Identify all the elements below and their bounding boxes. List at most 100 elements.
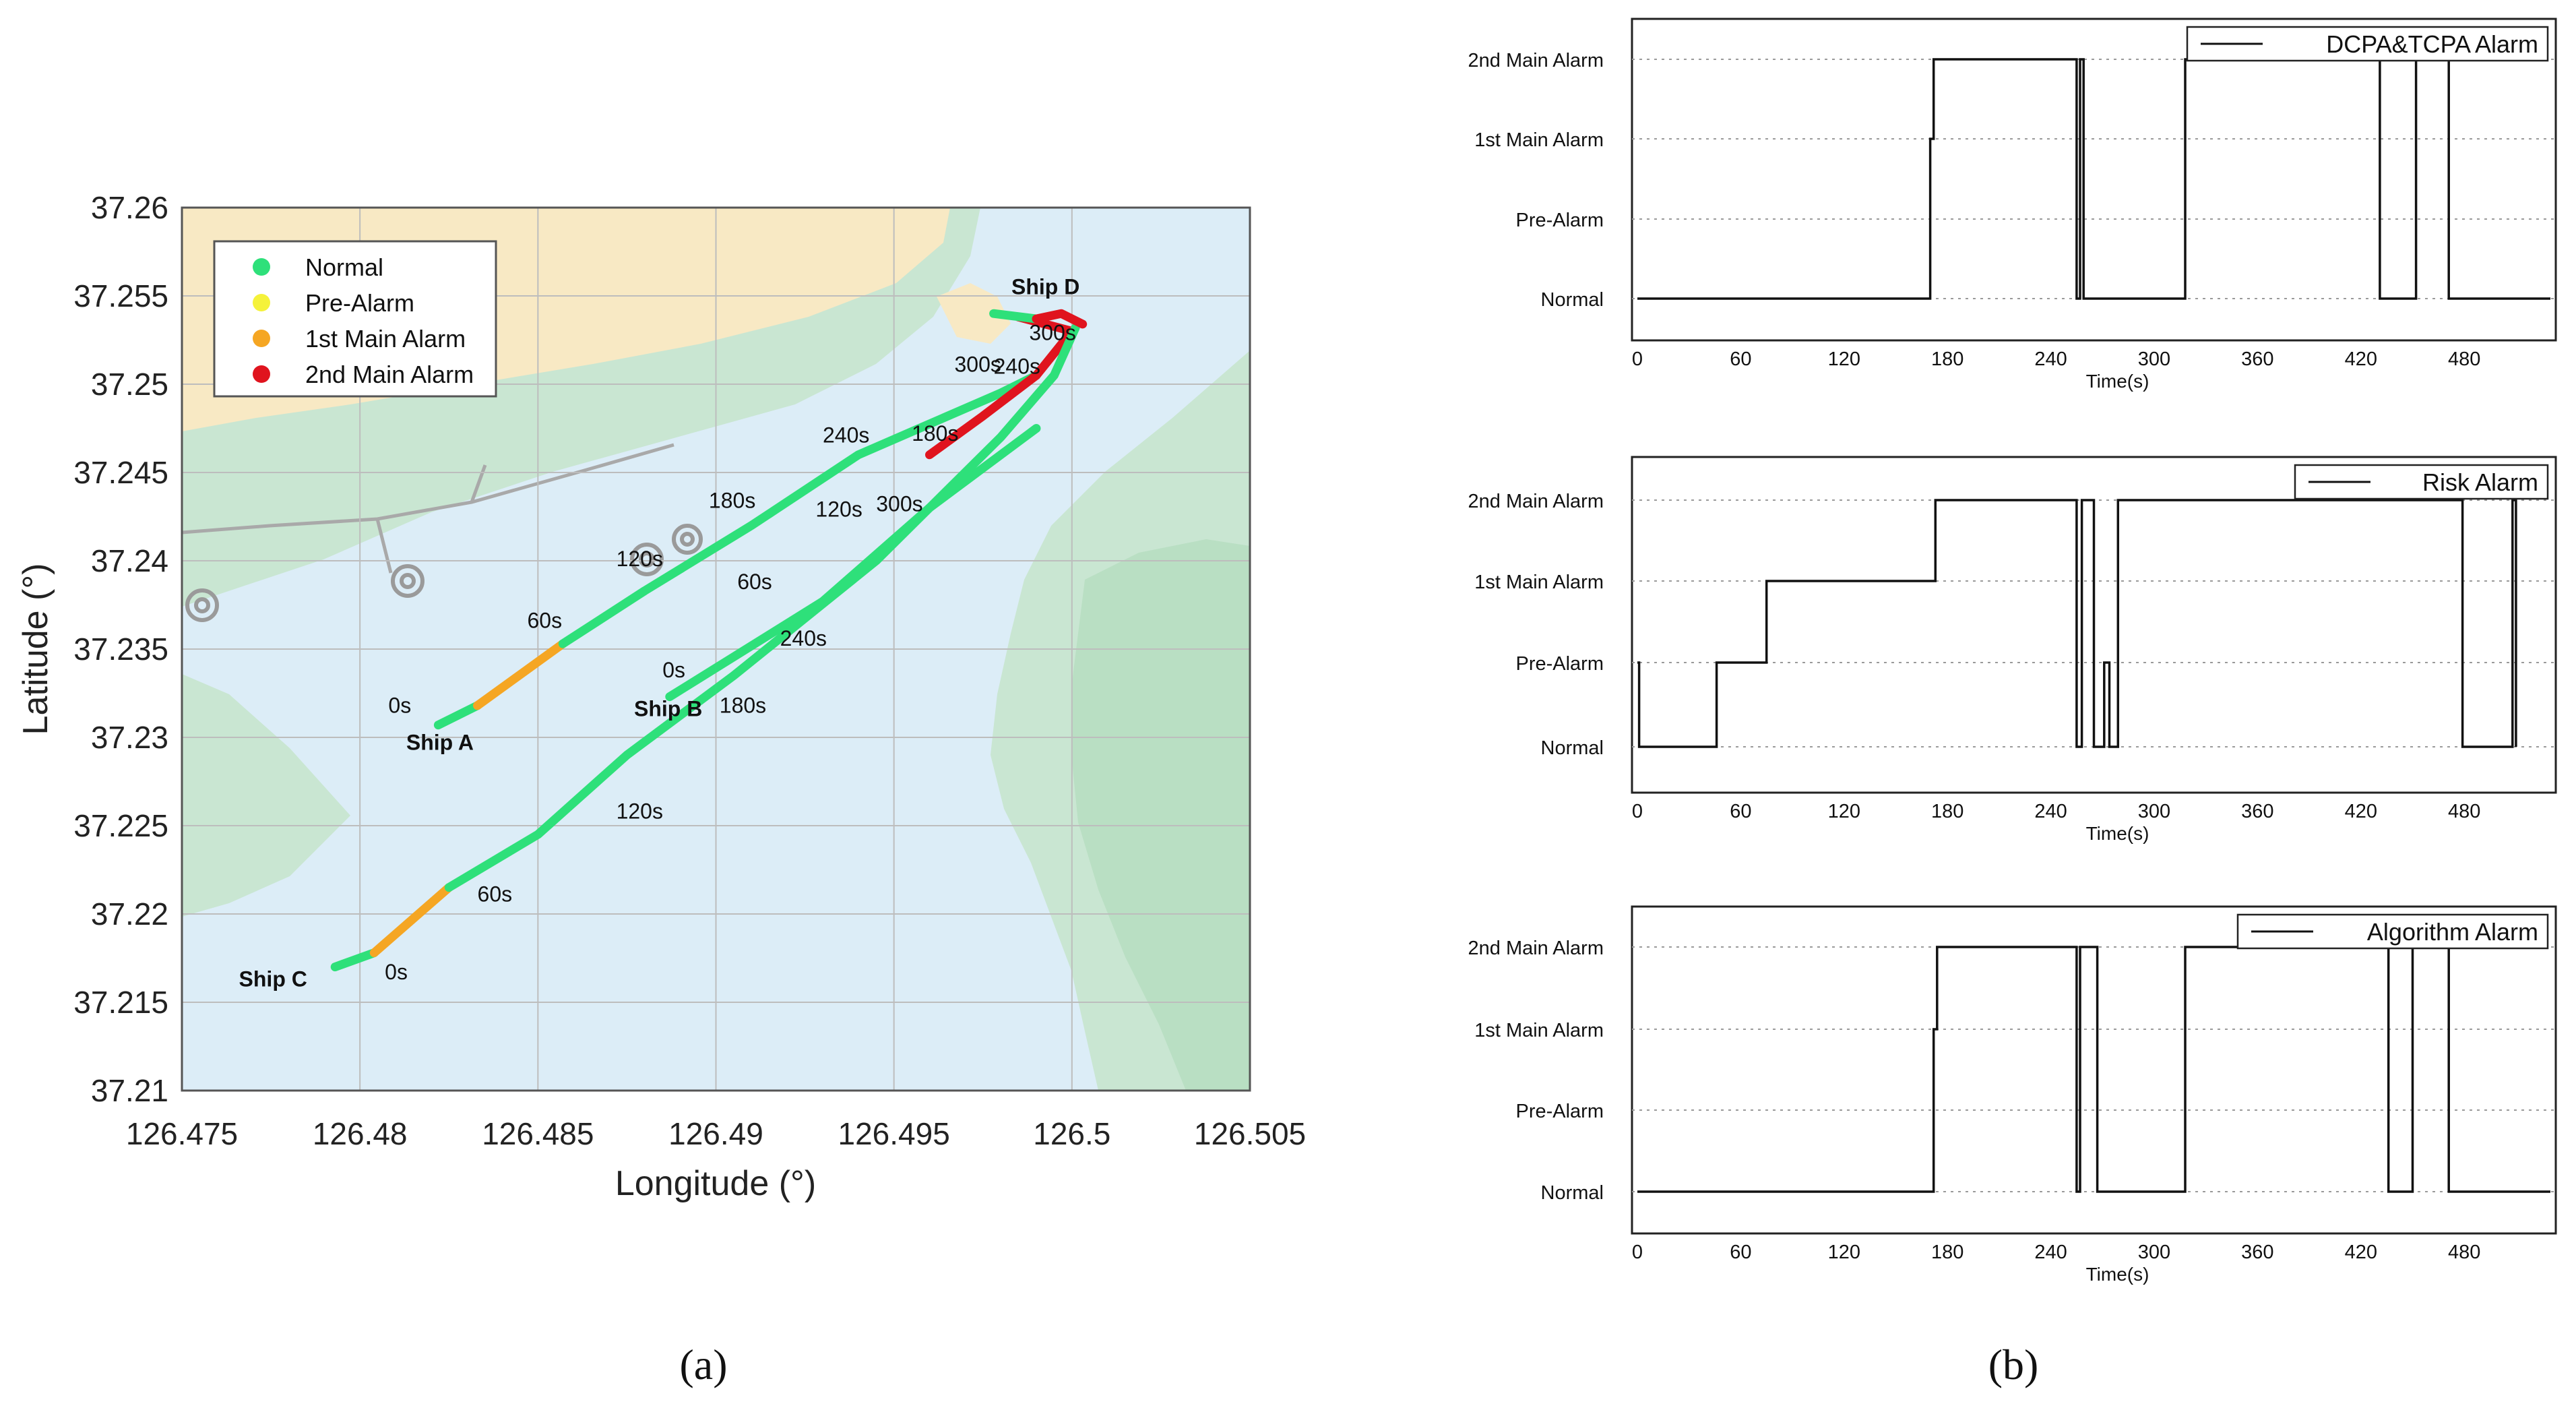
- x-tick-label: 120: [1828, 348, 1860, 370]
- level-label-2nd-main-alarm: 2nd Main Alarm: [1468, 938, 1604, 959]
- time-label: 300s: [1029, 321, 1075, 345]
- x-tick-label: 180: [1931, 1242, 1964, 1263]
- track-segment-normal: [989, 309, 1041, 324]
- x-tick-label: 420: [2345, 1242, 2377, 1263]
- trajectory-plot: 0s60s120s180s240s300s0s60s120s180s240s0s…: [16, 190, 1306, 1203]
- x-axis-label: Time(s): [2086, 371, 2149, 392]
- alarm-step-line: [1637, 499, 2517, 748]
- track-segment-normal: [433, 701, 482, 730]
- x-tick-label: 360: [2241, 348, 2273, 370]
- chart-algorithm: Normal Pre-Alarm 1st Main Alarm 2nd Main Al…: [1468, 905, 2557, 1285]
- level-label-1st-main-alarm: 1st Main Alarm: [1474, 1020, 1604, 1041]
- ship-trajectories: [330, 309, 1088, 972]
- ship-label-ship-d: Ship D: [1011, 274, 1079, 299]
- panel-label-b: (b): [1988, 1341, 2039, 1388]
- track-ship-c: [330, 323, 1080, 972]
- track-ship-a: [433, 371, 1041, 730]
- level-label-normal: Normal: [1541, 289, 1604, 311]
- chart-frame: [1631, 905, 2557, 1235]
- x-tick-label: 126.505: [1194, 1116, 1306, 1151]
- plot-frame: [181, 206, 1251, 1092]
- legend-marker-pre-alarm: [253, 294, 270, 311]
- y-tick-label: 37.26: [91, 190, 168, 225]
- time-labels: 0s60s120s180s240s300s0s60s120s180s240s0s…: [385, 321, 1076, 984]
- y-tick-label: 37.23: [91, 720, 168, 755]
- y-tick-label: 37.225: [73, 808, 168, 843]
- x-tick-label: 120: [1828, 801, 1860, 822]
- time-label: 60s: [527, 609, 562, 633]
- x-tick-label: 300: [2138, 801, 2170, 822]
- x-tick-label: 300: [2138, 1242, 2170, 1263]
- y-tick-label: 37.235: [73, 632, 168, 667]
- chart-dcpa-tcpa: Normal Pre-Alarm 1st Main Alarm 2nd Main Al…: [1468, 18, 2557, 392]
- y-tick-label: 37.255: [73, 278, 168, 313]
- time-label: 0s: [662, 658, 685, 682]
- y-tick-label: 37.21: [91, 1073, 168, 1108]
- time-label: 300s: [954, 353, 1001, 377]
- x-tick-label: 60: [1730, 348, 1751, 370]
- x-tick-label: 60: [1730, 1242, 1751, 1263]
- x-tick-labels: 126.475 126.48 126.485 126.49 126.495 126.5 12…: [126, 1116, 1306, 1151]
- x-tick-label: 480: [2448, 1242, 2480, 1263]
- x-axis-label: Time(s): [2086, 823, 2149, 844]
- x-tick-label: 180: [1931, 801, 1964, 822]
- y-tick-label: 37.22: [91, 896, 168, 931]
- legend-label: Algorithm Alarm: [2367, 918, 2538, 946]
- level-label-1st-main-alarm: 1st Main Alarm: [1474, 572, 1604, 593]
- track-ship-d: [989, 309, 1088, 329]
- x-tick-label: 420: [2345, 348, 2377, 370]
- buoy-markers: [185, 524, 703, 622]
- y-tick-labels: 37.21 37.215 37.22 37.225 37.23 37.235 37.24 37…: [73, 190, 168, 1108]
- chart-frame: [1631, 18, 2557, 342]
- grid-lines: [182, 208, 1250, 1091]
- y-tick-label: 37.24: [91, 543, 168, 578]
- map-lines: [182, 443, 674, 574]
- legend-label-2nd-main-alarm: 2nd Main Alarm: [305, 361, 474, 388]
- x-tick-label: 300: [2138, 348, 2170, 370]
- time-label: 180s: [709, 488, 755, 512]
- y-tick-label: 37.215: [73, 985, 168, 1020]
- x-tick-label: 480: [2448, 801, 2480, 822]
- x-tick-label: 120: [1828, 1242, 1860, 1263]
- x-axis-label: Time(s): [2086, 1264, 2149, 1285]
- legend-label: DCPA&TCPA Alarm: [2326, 30, 2538, 58]
- y-tick-label: 37.25: [91, 367, 168, 402]
- level-label-1st-main-alarm: 1st Main Alarm: [1474, 129, 1604, 151]
- track-segment-normal: [330, 948, 379, 972]
- ship-label-ship-b: Ship B: [634, 697, 702, 721]
- alarm-charts: Normal Pre-Alarm 1st Main Alarm 2nd Main Al…: [1468, 18, 2557, 1285]
- time-label: 0s: [385, 960, 408, 984]
- time-label: 300s: [876, 492, 922, 516]
- track-segment-normal: [665, 424, 1041, 702]
- level-label-normal: Normal: [1541, 737, 1604, 759]
- track-segment-2nd-main-alarm: [1032, 309, 1088, 329]
- level-label-2nd-main-alarm: 2nd Main Alarm: [1468, 50, 1604, 71]
- y-tick-label: 37.245: [73, 455, 168, 490]
- ship-labels: Ship A Ship B Ship C Ship D: [239, 274, 1080, 991]
- time-label: 180s: [720, 693, 766, 717]
- y-axis-label: Latitude (°): [16, 563, 55, 735]
- x-tick-label: 0: [1632, 348, 1643, 370]
- shallow-water-west: [182, 674, 350, 917]
- level-label-normal: Normal: [1541, 1182, 1604, 1204]
- ship-label-ship-a: Ship A: [406, 730, 474, 754]
- level-label-pre-alarm: Pre-Alarm: [1515, 210, 1604, 231]
- x-tick-label: 240: [2034, 801, 2067, 822]
- track-ship-b: [665, 312, 1077, 702]
- legend-marker-2nd-main-alarm: [253, 365, 270, 383]
- alarm-step-line: [1637, 946, 2550, 1193]
- level-label-pre-alarm: Pre-Alarm: [1515, 653, 1604, 675]
- time-label: 240s: [994, 354, 1040, 378]
- x-tick-label: 240: [2034, 348, 2067, 370]
- x-tick-label: 360: [2241, 801, 2273, 822]
- panel-label-a: (a): [679, 1341, 727, 1388]
- x-tick-label: 240: [2034, 1242, 2067, 1263]
- legend-marker-1st-main-alarm: [253, 330, 270, 347]
- track-segment-normal: [444, 323, 1080, 892]
- ship-label-ship-c: Ship C: [239, 967, 307, 991]
- x-tick-label: 0: [1632, 1242, 1643, 1263]
- legend-marker-normal: [253, 258, 270, 276]
- legend-label-1st-main-alarm: 1st Main Alarm: [305, 325, 466, 353]
- x-tick-label: 0: [1632, 801, 1643, 822]
